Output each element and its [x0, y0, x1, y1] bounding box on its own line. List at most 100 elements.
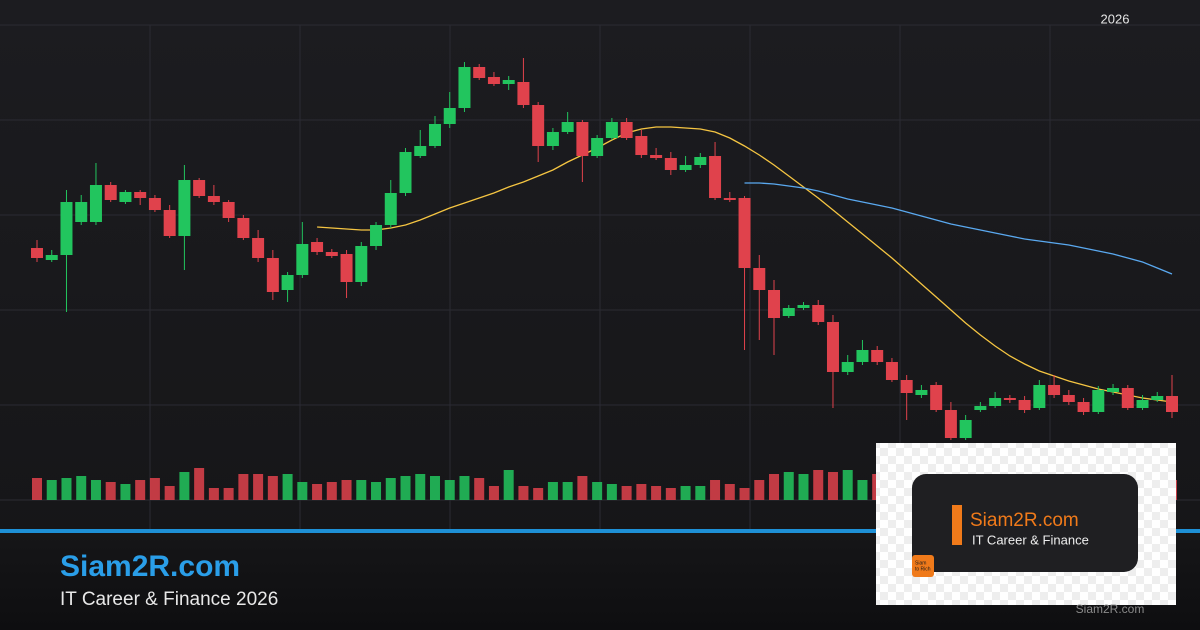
volume-bar	[312, 484, 323, 500]
volume-bar	[238, 474, 249, 500]
candle-body	[355, 246, 368, 282]
candle-body	[723, 198, 736, 200]
logo-overlay: Siam2R.com IT Career & Finance Siam to R…	[876, 443, 1176, 605]
candle-body	[650, 155, 663, 158]
candle-body	[782, 308, 795, 316]
candle-body	[119, 192, 132, 202]
candle-body	[812, 305, 825, 322]
candle-body	[605, 122, 618, 138]
candle-body	[694, 157, 707, 165]
candle-body	[163, 210, 176, 236]
volume-bar	[297, 482, 308, 500]
volume-bar	[842, 470, 853, 500]
candle-body	[591, 138, 604, 156]
candle-body	[340, 254, 353, 282]
candle-body	[1136, 400, 1149, 408]
logo-card	[912, 474, 1138, 572]
candle-body	[31, 248, 43, 258]
candle-body	[237, 218, 250, 238]
volume-bar	[488, 486, 499, 500]
footer-divider	[0, 529, 1200, 533]
volume-bar	[120, 484, 131, 500]
volume-bar	[194, 468, 205, 500]
candle-body	[664, 158, 677, 170]
volume-bar	[474, 478, 485, 500]
volume-bar	[695, 486, 706, 500]
logo-tagline: IT Career & Finance	[972, 532, 1089, 547]
volume-bar	[415, 474, 426, 500]
candle-body	[443, 108, 456, 124]
candle-body	[620, 122, 633, 138]
candle-body	[473, 67, 486, 78]
volume-bar	[444, 480, 455, 500]
candle-body	[281, 275, 294, 290]
candle-body	[89, 185, 102, 222]
volume-bar	[518, 486, 529, 500]
candle-body	[428, 124, 441, 146]
volume-bar	[282, 474, 293, 500]
candle-body	[45, 255, 58, 260]
candle-body	[841, 362, 854, 372]
volume-bar	[533, 488, 544, 500]
volume-bar	[754, 480, 765, 500]
candle-body	[207, 196, 220, 202]
volume-bar	[90, 480, 101, 500]
candle-body	[517, 82, 530, 105]
volume-bar	[547, 482, 558, 500]
candle-body	[826, 322, 839, 372]
volume-bar	[356, 480, 367, 500]
candle-body	[915, 390, 928, 395]
candle-body	[974, 406, 987, 410]
candle-body	[768, 290, 781, 318]
candle-body	[178, 180, 191, 236]
footer-subtitle: IT Career & Finance 2026	[60, 589, 278, 610]
candle-body	[134, 192, 147, 198]
candle-body	[753, 268, 766, 290]
candle-body	[370, 225, 383, 246]
candle-body	[75, 202, 88, 222]
volume-bar	[105, 482, 116, 500]
volume-bar	[267, 476, 278, 500]
candle-body	[252, 238, 265, 258]
candle-body	[635, 136, 648, 155]
candle-body	[384, 193, 397, 225]
candle-body	[989, 398, 1002, 406]
volume-bar	[680, 486, 691, 500]
volume-bar	[636, 484, 647, 500]
volume-bar	[503, 470, 514, 500]
candle-body	[148, 198, 161, 210]
volume-bar	[827, 472, 838, 500]
volume-bar	[208, 488, 219, 500]
volume-bar	[562, 482, 573, 500]
volume-bar	[769, 474, 780, 500]
candle-body	[1062, 395, 1075, 402]
candle-body	[1121, 388, 1134, 408]
candle-body	[679, 165, 692, 170]
volume-bar	[371, 482, 382, 500]
candle-body	[1107, 388, 1120, 392]
volume-bar	[606, 484, 617, 500]
candle-body	[709, 156, 722, 198]
candle-body	[1033, 385, 1046, 408]
volume-bar	[46, 480, 57, 500]
candle-body	[296, 244, 309, 275]
volume-bar	[32, 478, 42, 500]
logo-bar	[952, 505, 962, 545]
candle-body	[399, 152, 412, 193]
candle-body	[871, 350, 884, 362]
candle-body	[856, 350, 869, 362]
volume-bar	[179, 472, 190, 500]
volume-bar	[61, 478, 72, 500]
logo-icon-text: Siam	[915, 560, 926, 566]
volume-bar	[459, 476, 470, 500]
volume-bar	[400, 476, 411, 500]
volume-bar	[253, 474, 264, 500]
volume-bar	[798, 474, 809, 500]
candle-body	[576, 122, 589, 156]
moving-average-line	[744, 182, 1173, 275]
volume-bar	[783, 472, 794, 500]
volume-bar	[651, 486, 662, 500]
candle-body	[944, 410, 957, 438]
volume-bar	[429, 476, 440, 500]
